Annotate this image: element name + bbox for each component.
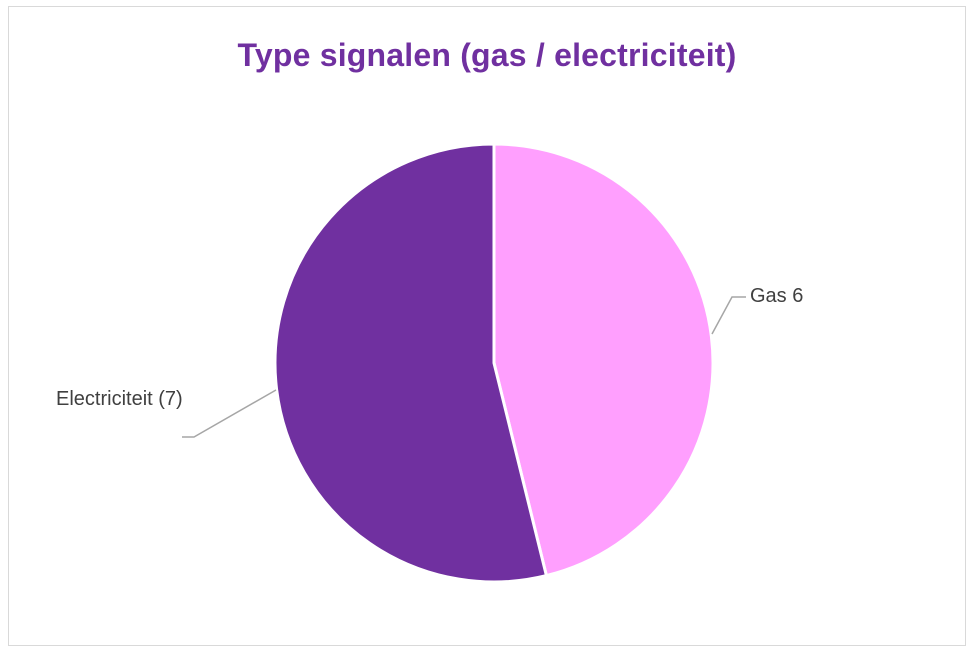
- chart-title: Type signalen (gas / electriciteit): [237, 37, 737, 73]
- leader-line: [182, 389, 277, 438]
- data-label: Gas 6: [750, 285, 803, 307]
- pie-slice-gas-6: [492, 142, 715, 578]
- pie-data-labels: Gas 6 Electriciteit (7): [56, 285, 803, 438]
- pie-slice-electriciteit-7: [273, 142, 548, 584]
- data-label: Electriciteit (7): [56, 388, 183, 410]
- leader-line: [711, 296, 746, 335]
- pie-slices: [273, 142, 715, 584]
